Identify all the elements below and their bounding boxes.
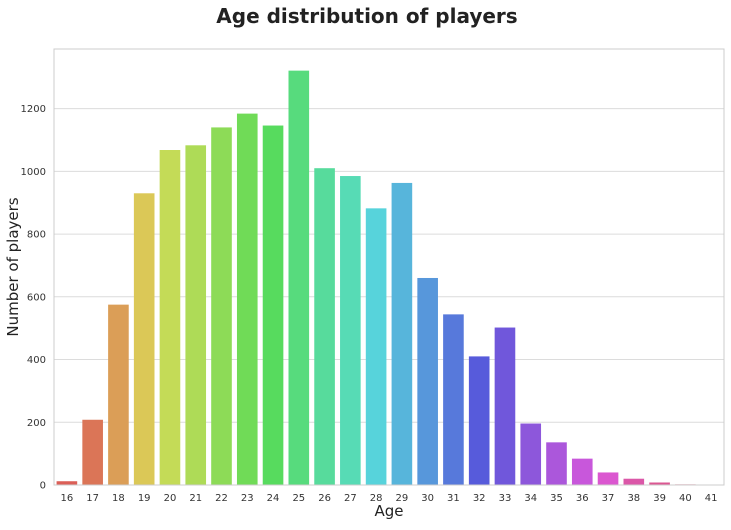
x-tick-label: 40 <box>679 493 692 504</box>
bar-age-26 <box>314 168 335 485</box>
x-tick-label: 23 <box>241 493 254 504</box>
x-tick-label: 30 <box>421 493 434 504</box>
y-tick-labels: 0 200 400 600 800 1000 1200 <box>21 104 46 491</box>
x-tick-label: 19 <box>138 493 151 504</box>
x-tick-label: 26 <box>318 493 331 504</box>
bar-age-27 <box>340 176 361 485</box>
x-tick-label: 17 <box>86 493 99 504</box>
y-tick-label: 0 <box>40 481 46 492</box>
bar-age-25 <box>289 71 310 485</box>
x-tick-label: 31 <box>447 493 460 504</box>
x-tick-label: 21 <box>189 493 202 504</box>
x-tick-label: 33 <box>499 493 512 504</box>
bar-age-36 <box>572 459 593 485</box>
bar-age-33 <box>495 328 516 485</box>
bar-age-35 <box>546 442 567 485</box>
x-tick-label: 20 <box>164 493 177 504</box>
y-tick-label: 800 <box>27 230 46 241</box>
bar-age-28 <box>366 208 387 485</box>
y-tick-label: 400 <box>27 355 46 366</box>
x-tick-label: 24 <box>267 493 280 504</box>
bar-age-24 <box>263 126 284 485</box>
bar-age-16 <box>57 481 78 485</box>
bar-age-38 <box>624 479 645 485</box>
x-tick-label: 18 <box>112 493 125 504</box>
bar-age-18 <box>108 305 129 485</box>
bar-age-17 <box>82 420 103 485</box>
x-tick-label: 39 <box>653 493 666 504</box>
bar-layer <box>57 71 722 485</box>
bar-age-20 <box>160 150 181 485</box>
x-tick-label: 36 <box>576 493 589 504</box>
x-tick-label: 41 <box>705 493 718 504</box>
y-tick-label: 1200 <box>21 104 46 115</box>
y-axis-label: Number of players <box>4 197 22 336</box>
bar-age-22 <box>211 127 232 485</box>
bar-age-29 <box>392 183 413 485</box>
bar-age-21 <box>185 145 206 485</box>
bar-age-23 <box>237 114 258 485</box>
bar-age-32 <box>469 356 490 485</box>
x-axis-label: Age <box>374 502 403 520</box>
y-tick-label: 1000 <box>21 167 46 178</box>
x-tick-label: 25 <box>292 493 305 504</box>
bar-age-30 <box>417 278 438 485</box>
bar-age-31 <box>443 314 464 485</box>
bar-age-19 <box>134 193 155 485</box>
x-tick-label: 37 <box>602 493 615 504</box>
y-tick-label: 200 <box>27 418 46 429</box>
chart-title: Age distribution of players <box>216 4 517 28</box>
bar-age-34 <box>520 424 541 485</box>
x-tick-label: 38 <box>627 493 640 504</box>
x-tick-label: 35 <box>550 493 563 504</box>
x-tick-label: 22 <box>215 493 228 504</box>
x-tick-label: 27 <box>344 493 357 504</box>
x-tick-label: 16 <box>61 493 74 504</box>
x-tick-label: 32 <box>473 493 486 504</box>
y-tick-label: 600 <box>27 292 46 303</box>
bar-age-37 <box>598 472 619 485</box>
x-tick-label: 34 <box>524 493 537 504</box>
